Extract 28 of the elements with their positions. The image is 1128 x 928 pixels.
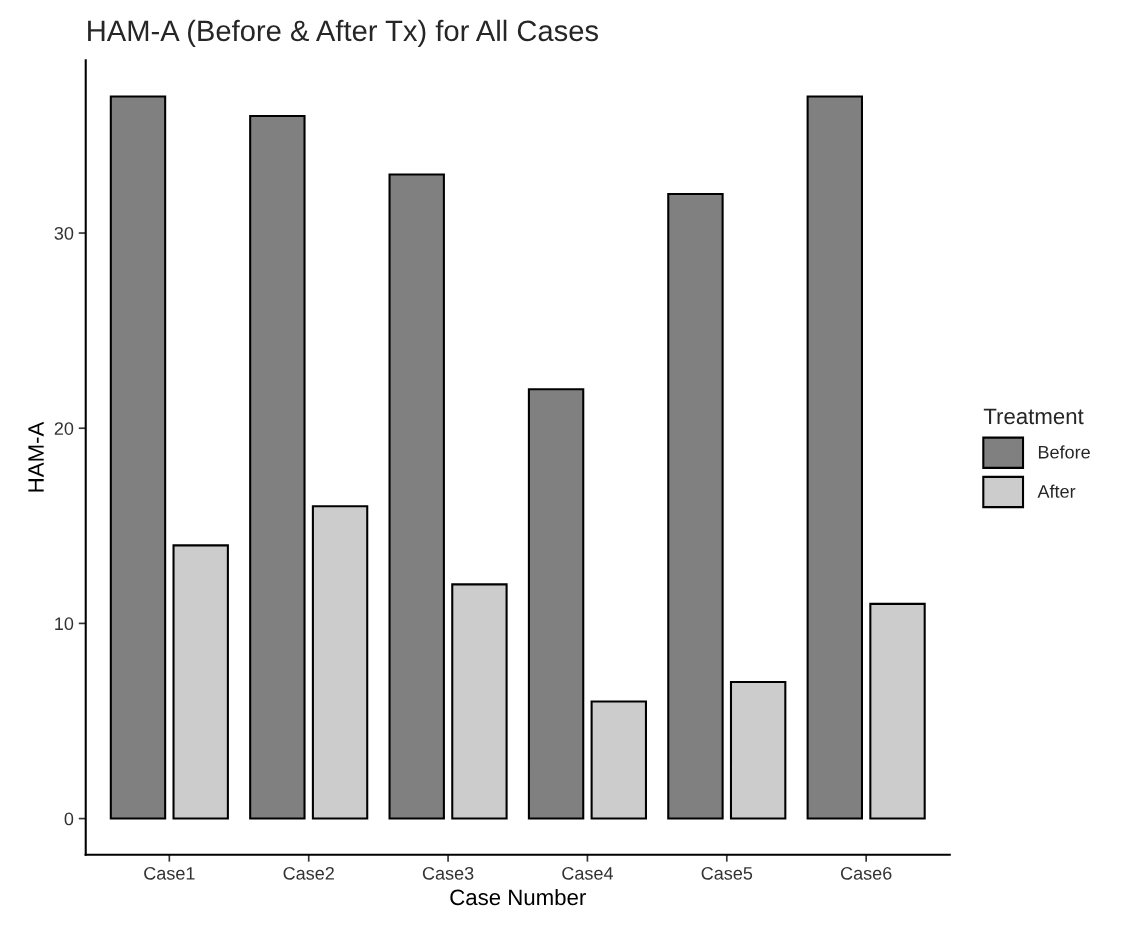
bar (311, 505, 369, 820)
x-axis-title: Case Number (450, 888, 586, 906)
x-tick-label: Case5 (701, 866, 753, 880)
bar (667, 192, 724, 820)
y-tick-label: 20 (54, 422, 74, 435)
bar (109, 95, 167, 820)
x-tick-label: Case1 (144, 866, 195, 880)
legend-label: Before (1038, 445, 1090, 459)
y-tick-label: 30 (54, 226, 74, 240)
bar (451, 583, 508, 820)
bar (249, 114, 306, 820)
bar (729, 680, 787, 820)
x-tick-label: Case2 (283, 866, 334, 880)
y-tick-label: 10 (55, 617, 74, 631)
x-tick-label: Case4 (562, 866, 613, 880)
x-tick-label: Case6 (840, 866, 892, 880)
y-tick-label: 0 (64, 812, 74, 826)
legend-title: Treatment (983, 408, 1084, 425)
bar (388, 173, 445, 820)
bar (869, 602, 926, 820)
legend-label: After (1037, 484, 1076, 498)
bar (172, 544, 229, 820)
bar (527, 388, 585, 820)
chart-title: HAM-A (Before & After Tx) for All Cases (88, 19, 598, 47)
bar (806, 95, 864, 820)
x-tick-label: Case3 (422, 866, 474, 880)
y-axis-title: HAM-A (28, 421, 44, 492)
bar (590, 700, 648, 820)
